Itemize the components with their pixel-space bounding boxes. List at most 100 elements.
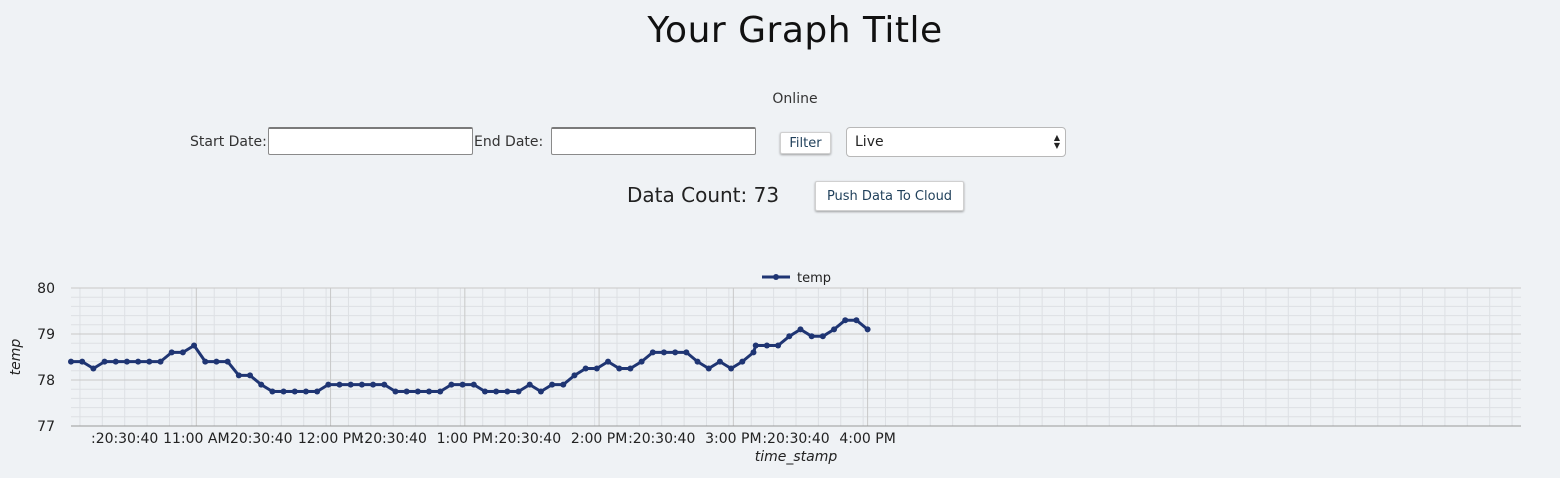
connection-status: Online [772, 91, 818, 107]
data-point [347, 381, 354, 388]
data-point [549, 381, 556, 388]
data-point [459, 381, 466, 388]
x-tick-label: :40 [270, 431, 293, 447]
data-point [571, 372, 578, 379]
data-point [370, 381, 377, 388]
x-tick-label: 1:00 PM [437, 431, 493, 447]
series-line-temp [71, 318, 869, 393]
data-point [786, 333, 793, 340]
series-temp [68, 317, 871, 395]
data-point [672, 349, 679, 356]
major-grid [71, 287, 1521, 427]
filter-button[interactable]: Filter [780, 132, 831, 154]
x-tick-label: 4:00 PM [839, 431, 895, 447]
data-point [179, 349, 186, 356]
x-tick-label: :40 [539, 431, 562, 447]
data-point [426, 388, 433, 395]
data-point [325, 381, 332, 388]
data-point [504, 388, 511, 395]
x-tick-label: :30 [248, 431, 271, 447]
start-date-label: Start Date: [190, 134, 267, 150]
data-point [79, 358, 86, 365]
push-to-cloud-button[interactable]: Push Data To Cloud [815, 181, 964, 211]
mode-select[interactable]: Live ▲ ▼ [846, 127, 1066, 157]
data-point [213, 358, 220, 365]
data-point [258, 381, 265, 388]
y-axis-title: temp [8, 339, 24, 376]
data-point [112, 358, 119, 365]
data-point [864, 326, 871, 333]
x-tick-label: :40 [807, 431, 830, 447]
end-date-label: End Date: [474, 134, 544, 150]
data-point [775, 342, 782, 349]
x-tick-label: :30 [650, 431, 673, 447]
data-point [660, 349, 667, 356]
data-point [526, 381, 533, 388]
end-date-input[interactable] [551, 127, 756, 155]
data-point [381, 381, 388, 388]
data-point [291, 388, 298, 395]
data-point [191, 342, 198, 349]
x-tick-label: 3:00 PM [705, 431, 761, 447]
data-point [705, 365, 712, 372]
data-point [68, 358, 74, 365]
data-point [336, 381, 343, 388]
page-title: Your Graph Title [647, 10, 943, 51]
x-tick-label: :20 [762, 431, 785, 447]
data-point [752, 342, 759, 349]
data-point [470, 381, 477, 388]
data-point [797, 326, 804, 333]
x-tick-label: :30 [113, 431, 136, 447]
data-point [314, 388, 321, 395]
y-tick-label: 80 [37, 281, 55, 297]
data-point [582, 365, 589, 372]
data-point [493, 388, 500, 395]
data-point [728, 365, 735, 372]
data-point [627, 365, 634, 372]
data-point [560, 381, 567, 388]
data-point [616, 365, 623, 372]
x-tick-label: :40 [136, 431, 159, 447]
x-tick-label: :30 [382, 431, 405, 447]
data-point [146, 358, 153, 365]
data-point [448, 381, 455, 388]
data-point [481, 388, 488, 395]
x-tick-label: 11:00 AM [163, 431, 229, 447]
x-axis-ticks: :20:30:40 11:00 AM:20:30:40 12:00 PM:20:30… [91, 431, 896, 447]
data-point [537, 388, 544, 395]
data-point [739, 358, 746, 365]
x-tick-label: :40 [404, 431, 427, 447]
data-point [90, 365, 97, 372]
data-point [763, 342, 770, 349]
data-point [593, 365, 600, 372]
data-point [358, 381, 365, 388]
data-count: Data Count: 73 [627, 183, 780, 207]
x-tick-label: :20 [494, 431, 517, 447]
data-point [280, 388, 287, 395]
select-arrows-icon: ▲ ▼ [1053, 133, 1060, 150]
data-point [515, 388, 522, 395]
legend-marker [773, 274, 779, 280]
data-point [157, 358, 164, 365]
x-tick-label: :20 [628, 431, 651, 447]
x-tick-label: :30 [785, 431, 808, 447]
y-axis-ticks: 77 78 79 80 [37, 281, 55, 435]
data-point [235, 372, 242, 379]
x-tick-label: :20 [360, 431, 383, 447]
data-point [168, 349, 175, 356]
y-tick-label: 79 [37, 327, 55, 343]
start-date-input[interactable] [268, 127, 473, 155]
x-tick-label: :20 [91, 431, 114, 447]
legend-label: temp [797, 271, 831, 286]
data-point [638, 358, 645, 365]
data-point [135, 358, 142, 365]
data-point [853, 317, 860, 324]
y-tick-label: 78 [37, 373, 55, 389]
data-point [269, 388, 276, 395]
x-tick-label: :30 [516, 431, 539, 447]
mode-select-value: Live [855, 134, 884, 150]
data-point [694, 358, 701, 365]
data-point [808, 333, 815, 340]
data-point [750, 349, 757, 356]
